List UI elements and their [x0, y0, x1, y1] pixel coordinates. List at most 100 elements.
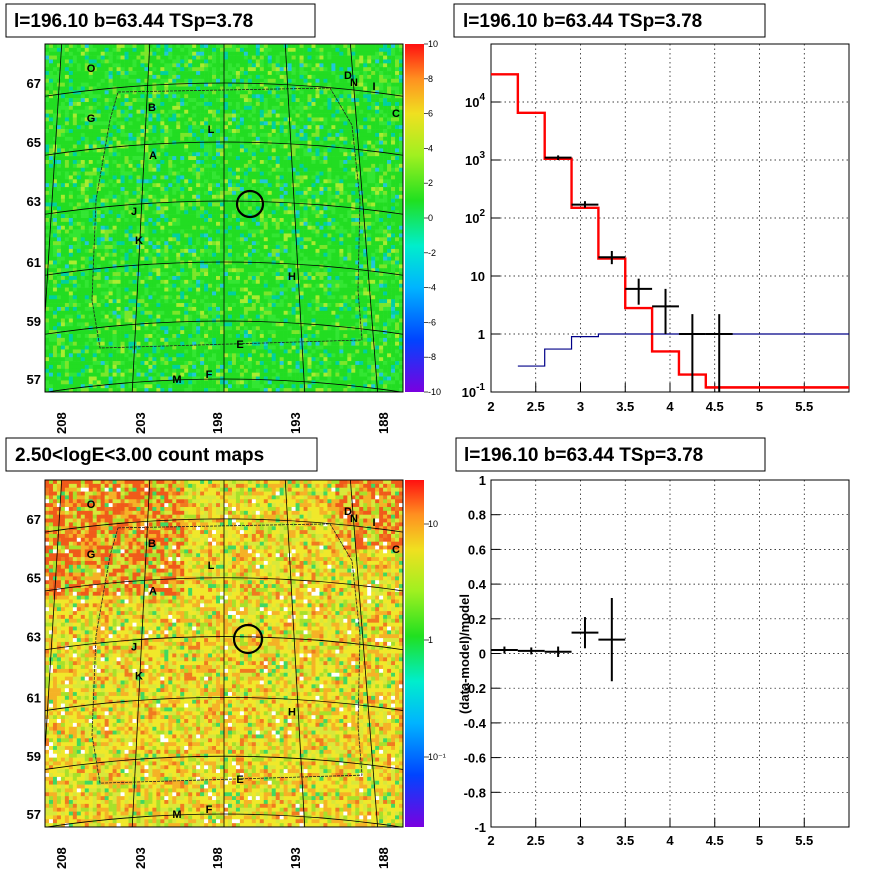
x-tick-label: 203: [133, 412, 148, 434]
colorbar-tick-label: -6: [428, 317, 436, 327]
y-tick-label: 0.4: [468, 577, 487, 592]
source-label-M: M: [172, 809, 181, 821]
source-label-K: K: [135, 670, 143, 682]
source-label-E: E: [236, 774, 243, 786]
source-label-L: L: [208, 560, 215, 572]
source-label-M: M: [172, 374, 181, 386]
y-tick-label: 61: [27, 255, 41, 270]
colorbar-tick-label: 10⁻¹: [428, 752, 446, 762]
x-tick-label: 198: [210, 412, 225, 434]
source-label-D: D: [344, 70, 352, 82]
y-tick-label: 104: [465, 92, 485, 110]
source-label-N: N: [350, 77, 358, 89]
y-tick-label: 61: [27, 690, 41, 705]
source-label-I: I: [372, 81, 375, 93]
spectrum-title: l=196.10 b=63.44 TSp=3.78: [463, 11, 702, 32]
source-label-O: O: [87, 63, 96, 75]
y-tick-label: -1: [474, 820, 486, 835]
x-tick-label: 208: [54, 847, 69, 869]
y-tick-label: -0.8: [464, 785, 486, 800]
x-tick-label: 203: [133, 847, 148, 869]
source-label-N: N: [350, 513, 358, 525]
countmap-panel: 2.50<logE<3.00 count maps O DN I B G C L A J K H E F…: [5, 437, 446, 869]
graticule-lon: [45, 44, 63, 323]
y-tick-label: 102: [465, 208, 485, 226]
y-tick-label: 57: [27, 372, 41, 387]
y-tick-label: 63: [27, 194, 41, 209]
x-tick-label: 4: [666, 833, 674, 848]
survey-boundary: [91, 87, 363, 349]
source-label-F: F: [206, 804, 213, 816]
source-label-H: H: [288, 706, 296, 718]
source-label-B: B: [148, 538, 156, 550]
x-tick-label: 193: [288, 412, 303, 434]
graticule-lon: [131, 44, 151, 392]
y-tick-label: 103: [465, 150, 485, 168]
y-tick-label: 67: [27, 76, 41, 91]
graticule-lon: [284, 44, 306, 392]
x-tick-label: 208: [54, 412, 69, 434]
y-tick-label: -0.4: [464, 716, 487, 731]
colorbar-tick-label: 1: [428, 635, 433, 645]
x-tick-label: 4.5: [706, 399, 724, 414]
colorbar-tick-label: 0: [428, 213, 433, 223]
y-tick-label: 65: [27, 135, 41, 150]
y-tick-label: 57: [27, 807, 41, 822]
colorbar-tick-label: -10: [428, 387, 441, 397]
source-label-B: B: [148, 102, 156, 114]
x-tick-label: 3: [577, 399, 584, 414]
x-tick-label: 193: [288, 847, 303, 869]
source-label-I: I: [372, 517, 375, 529]
x-tick-label: 188: [376, 847, 391, 869]
source-label-A: A: [149, 150, 157, 162]
y-tick-label: 67: [27, 512, 41, 527]
x-tick-label: 3: [577, 833, 584, 848]
source-label-O: O: [87, 499, 96, 511]
target-circle: [232, 623, 264, 655]
source-label-F: F: [206, 369, 213, 381]
colorbar-tick-label: 6: [428, 109, 433, 119]
y-tick-label: 10-1: [462, 382, 486, 400]
y-tick-label: 0.6: [468, 542, 486, 557]
countmap-title: 2.50<logE<3.00 count maps: [15, 445, 264, 466]
x-tick-label: 4: [666, 399, 674, 414]
source-label-C: C: [392, 544, 400, 556]
x-tick-label: 2: [487, 399, 494, 414]
graticule-lon: [284, 480, 306, 827]
x-tick-label: 5: [756, 833, 763, 848]
x-tick-label: 5.5: [795, 399, 813, 414]
y-axis-label: (data-model)/model: [457, 594, 472, 714]
x-tick-label: 2.5: [527, 399, 545, 414]
source-label-J: J: [131, 642, 137, 654]
colorbar-tick-label: 4: [428, 143, 433, 153]
graticule-lon: [349, 44, 379, 392]
colorbar-tick-label: 2: [428, 178, 433, 188]
y-tick-label: 0.2: [468, 612, 486, 627]
source-label-E: E: [236, 339, 243, 351]
x-tick-label: 5.5: [795, 833, 813, 848]
survey-boundary: [91, 523, 363, 784]
graticule-lon: [131, 480, 151, 827]
y-tick-label: 59: [27, 314, 41, 329]
x-tick-label: 3.5: [616, 399, 634, 414]
colorbar-tick-label: -2: [428, 248, 436, 258]
source-label-D: D: [344, 506, 352, 518]
y-tick-label: 0.8: [468, 508, 486, 523]
residual-title: l=196.10 b=63.44 TSp=3.78: [464, 445, 703, 466]
y-tick-label: 1: [479, 473, 486, 488]
y-tick-label: 63: [27, 630, 41, 645]
source-label-L: L: [208, 124, 215, 136]
x-tick-label: 188: [376, 412, 391, 434]
target-circle: [235, 189, 265, 219]
colorbar: [405, 480, 424, 827]
colorbar-tick-label: 8: [428, 74, 433, 84]
colorbar-tick-label: 10: [428, 519, 438, 529]
source-label-H: H: [288, 271, 296, 283]
y-tick-label: -0.2: [464, 681, 486, 696]
colorbar-tick-label: -8: [428, 352, 436, 362]
source-label-A: A: [149, 586, 157, 598]
colorbar-tick-label: 10: [428, 39, 438, 49]
model-source-step: [517, 333, 849, 367]
colorbar-tick-label: -4: [428, 283, 436, 293]
